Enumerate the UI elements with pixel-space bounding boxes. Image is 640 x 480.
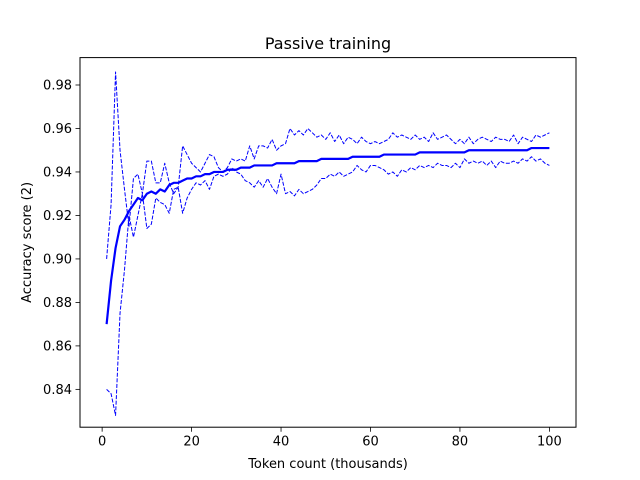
y-tick-label: 0.92 bbox=[43, 209, 72, 224]
y-axis-label: Accuracy score (2) bbox=[20, 182, 35, 303]
x-tick-label: 40 bbox=[273, 435, 290, 450]
plot-lines bbox=[105, 71, 550, 416]
bound-line-1 bbox=[106, 71, 550, 259]
x-axis-label: Token count (thousands) bbox=[247, 457, 408, 472]
chart-title: Passive training bbox=[265, 34, 391, 53]
plot-frame bbox=[79, 57, 577, 428]
y-axis-ticks: 0.84 0.86 0.88 0.90 0.92 0.94 0.96 0.98 bbox=[43, 78, 80, 398]
x-tick-label: 20 bbox=[183, 435, 200, 450]
mean-line bbox=[105, 146, 550, 325]
x-tick-label: 0 bbox=[98, 435, 106, 450]
y-tick-label: 0.86 bbox=[43, 339, 72, 354]
y-tick-label: 0.96 bbox=[43, 122, 72, 137]
bound-line-2 bbox=[106, 156, 550, 416]
y-tick-label: 0.90 bbox=[43, 252, 72, 267]
x-tick-label: 100 bbox=[537, 435, 562, 450]
y-tick-label: 0.84 bbox=[43, 383, 72, 398]
y-tick-label: 0.88 bbox=[43, 296, 72, 311]
y-tick-label: 0.94 bbox=[43, 165, 72, 180]
x-axis-ticks: 0 20 40 60 80 100 bbox=[98, 427, 562, 450]
y-tick-label: 0.98 bbox=[43, 78, 72, 93]
x-tick-label: 80 bbox=[452, 435, 469, 450]
x-tick-label: 60 bbox=[362, 435, 379, 450]
